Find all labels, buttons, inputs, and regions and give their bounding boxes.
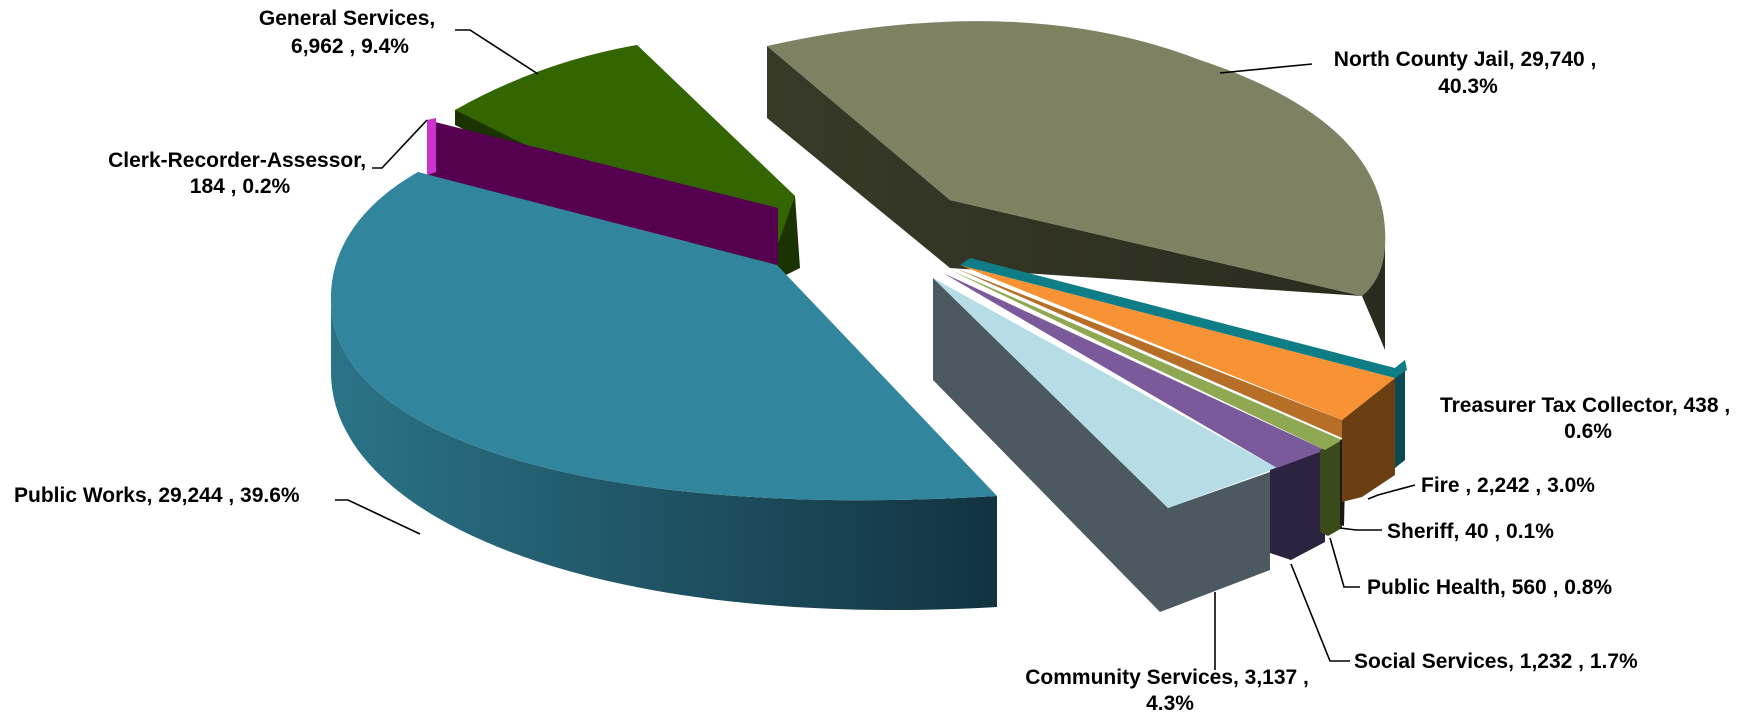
leader-social-services <box>1290 563 1350 662</box>
sheriff-top <box>955 268 1342 438</box>
data-labels: General Services, 6,962 , 9.4% Clerk-Rec… <box>14 7 1736 715</box>
leader-clerk-recorder-assessor <box>372 119 428 169</box>
community-services-side <box>933 278 1270 612</box>
label-social-services: Social Services, 1,232 , 1.7% <box>1354 650 1638 673</box>
leader-public-health <box>1329 537 1360 588</box>
public-health-top <box>950 270 1342 450</box>
slice-north-county-jail <box>767 21 1386 350</box>
slice-public-works <box>330 172 997 611</box>
clerk-recorder-assessor-side <box>427 120 778 265</box>
label-public-works: Public Works, 29,244 , 39.6% <box>14 484 300 507</box>
social-services-top <box>943 273 1325 468</box>
label-treasurer-tax-collector-line-2: 0.6% <box>1564 420 1612 443</box>
fire-top <box>960 265 1395 420</box>
slice-public-health <box>950 270 1342 536</box>
leader-general-services <box>455 29 539 75</box>
label-treasurer-tax-collector: Treasurer Tax Collector, 438 , 0.6% <box>1440 394 1736 443</box>
label-community-services: Community Services, 3,137 , 4.3% <box>1025 666 1314 715</box>
slice-clerk-recorder-assessor <box>427 118 778 265</box>
north-county-jail-side <box>767 46 1385 350</box>
label-clerk-recorder-assessor: Clerk-Recorder-Assessor, 184 , 0.2% <box>108 149 372 198</box>
social-services-side <box>1270 450 1325 560</box>
label-treasurer-tax-collector-line-1: Treasurer Tax Collector, 438 , <box>1440 394 1730 417</box>
fire-side <box>1342 378 1395 502</box>
public-works-side <box>331 300 997 611</box>
label-north-county-jail: North County Jail, 29,740 , 40.3% <box>1334 48 1602 98</box>
slice-fire <box>955 265 1395 502</box>
treasurer-tax-collector-top <box>960 258 1407 378</box>
label-general-services: General Services, 6,962 , 9.4% <box>259 7 441 58</box>
label-community-services-line-1: Community Services, 3,137 , <box>1025 666 1309 689</box>
slice-community-services <box>933 278 1277 612</box>
slice-social-services <box>943 273 1325 560</box>
label-north-county-jail-line-2: 40.3% <box>1438 75 1498 98</box>
public-works-top <box>330 172 997 501</box>
label-north-county-jail-line-1: North County Jail, 29,740 , <box>1334 48 1597 71</box>
community-services-top <box>933 278 1277 508</box>
slice-treasurer-tax-collector <box>960 258 1407 468</box>
label-clerk-recorder-assessor-line-2: 184 , 0.2% <box>190 175 291 198</box>
label-public-health-line-1: Public Health, 560 , 0.8% <box>1367 576 1612 599</box>
label-community-services-line-2: 4.3% <box>1146 692 1194 715</box>
leader-public-works <box>335 499 421 535</box>
label-sheriff-line-1: Sheriff, 40 , 0.1% <box>1387 520 1554 543</box>
leader-lines <box>335 29 1416 670</box>
label-general-services-line-2: 6,962 , 9.4% <box>291 35 409 58</box>
clerk-recorder-assessor-edge <box>427 118 436 175</box>
label-general-services-line-1: General Services, <box>259 7 435 30</box>
treasurer-tax-collector-side <box>1395 360 1405 468</box>
public-health-side <box>1320 440 1342 536</box>
label-fire: Fire , 2,242 , 3.0% <box>1421 474 1595 497</box>
leader-north-county-jail-2 <box>1219 63 1313 74</box>
label-clerk-recorder-assessor-line-1: Clerk-Recorder-Assessor, <box>108 149 366 172</box>
label-public-works-line-1: Public Works, 29,244 , 39.6% <box>14 484 300 507</box>
label-public-health: Public Health, 560 , 0.8% <box>1367 576 1612 599</box>
label-sheriff: Sheriff, 40 , 0.1% <box>1387 520 1554 543</box>
label-social-services-line-1: Social Services, 1,232 , 1.7% <box>1354 650 1638 673</box>
label-fire-line-1: Fire , 2,242 , 3.0% <box>1421 474 1595 497</box>
leader-sheriff <box>1339 527 1382 531</box>
leader-fire <box>1367 484 1416 500</box>
north-county-jail-top <box>767 21 1386 296</box>
